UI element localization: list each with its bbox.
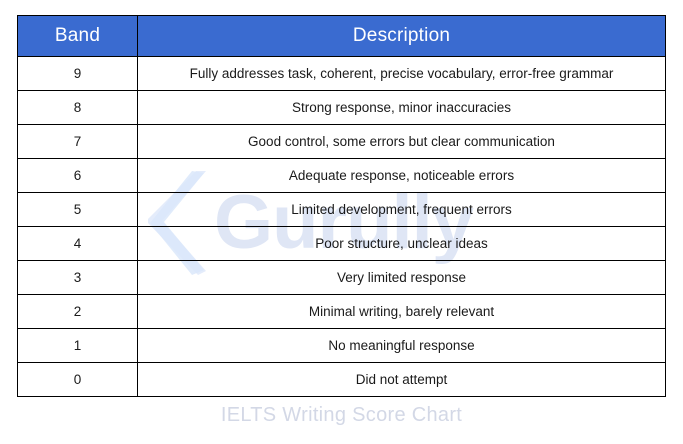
cell-band: 7 [17,124,138,159]
column-header-description: Description [137,15,666,57]
cell-band: 6 [17,158,138,193]
cell-band: 1 [17,328,138,363]
cell-band: 9 [17,56,138,91]
cell-description: Did not attempt [137,362,666,397]
cell-description: Very limited response [137,260,666,295]
cell-band: 5 [17,192,138,227]
table-header: Band Description [17,15,666,57]
table-row: 1 No meaningful response [17,328,666,363]
table-row: 7 Good control, some errors but clear co… [17,124,666,159]
table-row: 9 Fully addresses task, coherent, precis… [17,56,666,91]
table-row: 5 Limited development, frequent errors [17,192,666,227]
table-row: 2 Minimal writing, barely relevant [17,294,666,329]
cell-description: No meaningful response [137,328,666,363]
cell-description: Strong response, minor inaccuracies [137,90,666,125]
table-row: 0 Did not attempt [17,362,666,397]
cell-description: Fully addresses task, coherent, precise … [137,56,666,91]
cell-band: 8 [17,90,138,125]
table-row: 4 Poor structure, unclear ideas [17,226,666,261]
cell-band: 0 [17,362,138,397]
chart-caption: IELTS Writing Score Chart [220,404,463,426]
cell-description: Limited development, frequent errors [137,192,666,227]
table-row: 6 Adequate response, noticeable errors [17,158,666,193]
cell-band: 4 [17,226,138,261]
cell-band: 3 [17,260,138,295]
ielts-writing-score-table: Band Description 9 Fully addresses task,… [17,15,666,397]
cell-band: 2 [17,294,138,329]
cell-description: Poor structure, unclear ideas [137,226,666,261]
table-row: 8 Strong response, minor inaccuracies [17,90,666,125]
cell-description: Minimal writing, barely relevant [137,294,666,329]
cell-description: Good control, some errors but clear comm… [137,124,666,159]
table-row: 3 Very limited response [17,260,666,295]
table-header-row: Band Description [17,15,666,57]
table-body: 9 Fully addresses task, coherent, precis… [17,56,666,397]
column-header-band: Band [17,15,138,57]
cell-description: Adequate response, noticeable errors [137,158,666,193]
